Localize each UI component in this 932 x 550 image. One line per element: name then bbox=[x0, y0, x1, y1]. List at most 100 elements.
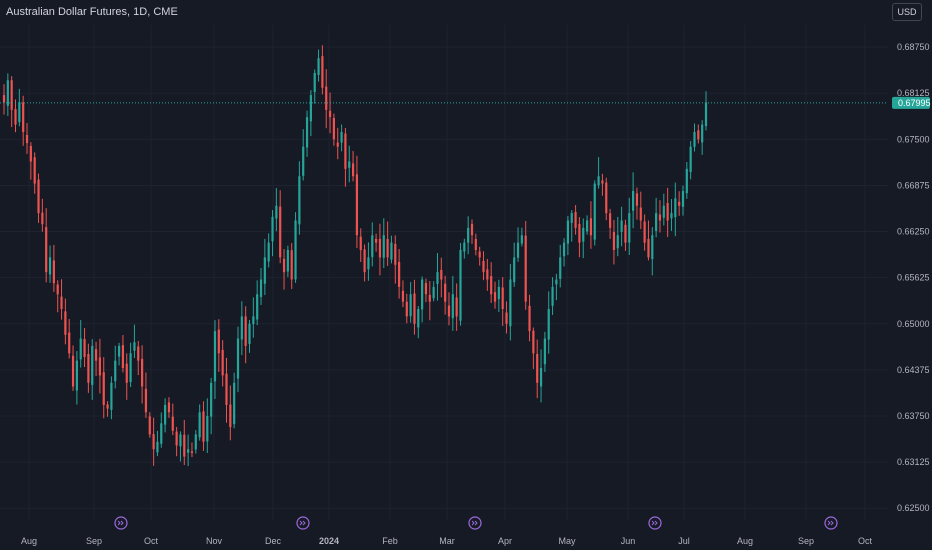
candle bbox=[678, 191, 681, 216]
candle bbox=[256, 280, 259, 326]
candle-body bbox=[543, 338, 546, 365]
candle bbox=[217, 319, 220, 372]
event-marker-icon[interactable] bbox=[824, 516, 838, 530]
candle-body bbox=[187, 449, 190, 453]
candle-body bbox=[167, 402, 171, 413]
candle-body bbox=[302, 146, 305, 176]
candle-body bbox=[206, 415, 209, 442]
y-tick-label: 0.68750 bbox=[897, 42, 930, 52]
candle-body bbox=[605, 182, 608, 214]
candle-body bbox=[140, 358, 144, 387]
last-price-label: 0.67995 bbox=[898, 98, 931, 108]
candle-body bbox=[367, 257, 370, 270]
candle-body bbox=[279, 206, 282, 258]
candle bbox=[574, 205, 577, 235]
candle-body bbox=[409, 294, 412, 317]
candle-body bbox=[179, 434, 182, 447]
candle-body bbox=[22, 102, 25, 132]
x-tick-label: Jul bbox=[678, 536, 690, 546]
candle bbox=[22, 95, 25, 146]
candle bbox=[681, 185, 685, 216]
candle bbox=[394, 235, 397, 284]
candle-body bbox=[152, 434, 155, 450]
candle bbox=[60, 279, 63, 320]
candle-body bbox=[493, 292, 497, 302]
candle-body bbox=[555, 279, 558, 285]
event-marker-icon[interactable] bbox=[648, 516, 662, 530]
candle-body bbox=[225, 373, 228, 405]
candle bbox=[536, 339, 539, 399]
candle bbox=[470, 219, 474, 244]
event-markers[interactable] bbox=[114, 516, 838, 530]
candle bbox=[401, 280, 405, 308]
candle bbox=[68, 318, 71, 359]
candle-body bbox=[332, 117, 336, 140]
candle bbox=[144, 372, 148, 418]
candle-body bbox=[559, 257, 562, 279]
candle bbox=[635, 187, 639, 220]
candle bbox=[244, 306, 247, 364]
candle bbox=[555, 273, 558, 301]
candle bbox=[164, 398, 167, 433]
candle bbox=[83, 328, 86, 368]
candle-body bbox=[117, 345, 121, 357]
candle bbox=[447, 292, 451, 326]
event-marker-icon[interactable] bbox=[114, 516, 128, 530]
grid bbox=[0, 25, 888, 520]
candle-body bbox=[87, 353, 90, 383]
candle bbox=[225, 357, 228, 423]
candle bbox=[474, 233, 477, 256]
candle bbox=[585, 215, 589, 235]
candle bbox=[601, 173, 604, 196]
candle-body bbox=[294, 220, 297, 280]
candle-body bbox=[259, 279, 263, 297]
y-tick-label: 0.67500 bbox=[897, 134, 930, 144]
candle bbox=[94, 341, 98, 377]
x-tick-label: Sep bbox=[86, 536, 102, 546]
candle-body bbox=[106, 404, 109, 409]
candle bbox=[662, 193, 665, 226]
candle bbox=[589, 201, 593, 249]
candle-body bbox=[520, 235, 523, 244]
candle bbox=[670, 199, 673, 231]
candle-body bbox=[313, 72, 316, 92]
candle bbox=[697, 124, 700, 144]
candle-body bbox=[286, 250, 289, 272]
candle-body bbox=[175, 431, 178, 446]
candle bbox=[252, 297, 255, 338]
y-tick-label: 0.66250 bbox=[897, 227, 930, 237]
y-tick-label: 0.62500 bbox=[897, 503, 930, 513]
candle bbox=[87, 343, 90, 393]
candle bbox=[516, 227, 520, 262]
candle-body bbox=[428, 294, 431, 302]
event-marker-icon[interactable] bbox=[468, 516, 482, 530]
candle-body bbox=[597, 176, 600, 186]
candle-body bbox=[10, 80, 13, 110]
last-price-line: 0.67995 bbox=[0, 96, 931, 109]
candle bbox=[374, 233, 378, 252]
candle-body bbox=[612, 232, 616, 250]
x-tick-label: Feb bbox=[382, 536, 398, 546]
candle bbox=[528, 294, 531, 342]
candle-body bbox=[317, 58, 320, 75]
candle-body bbox=[632, 190, 635, 211]
candle bbox=[704, 91, 708, 131]
candle-body bbox=[647, 238, 650, 258]
candle-body bbox=[470, 223, 474, 236]
event-marker-icon[interactable] bbox=[296, 516, 310, 530]
candle bbox=[175, 426, 178, 457]
currency-button[interactable]: USD bbox=[892, 3, 922, 21]
candle-body bbox=[394, 243, 397, 265]
candle-body bbox=[275, 205, 278, 219]
candle bbox=[48, 245, 52, 283]
candle-body bbox=[229, 404, 232, 428]
candle bbox=[344, 128, 347, 187]
candle-body bbox=[463, 242, 466, 252]
candle bbox=[628, 197, 631, 255]
candle-body bbox=[528, 305, 531, 332]
candle-body bbox=[697, 130, 700, 140]
candle-body bbox=[413, 293, 416, 324]
candle bbox=[110, 376, 113, 420]
candle bbox=[64, 298, 67, 345]
